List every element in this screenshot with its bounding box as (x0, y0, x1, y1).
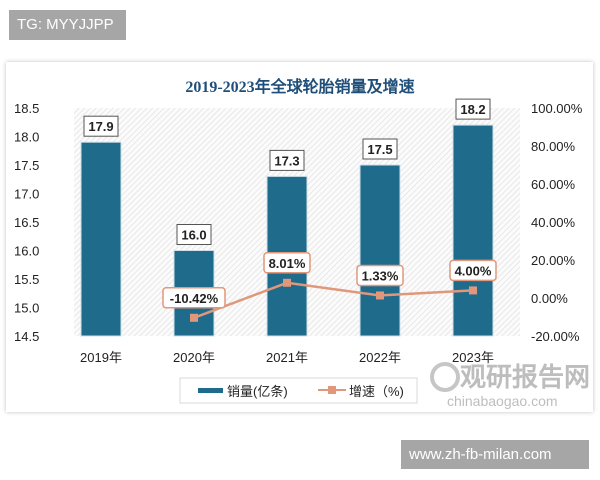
watermark-top: TG: MYYJJPP (9, 10, 126, 40)
watermark-bottom: www.zh-fb-milan.com (401, 440, 589, 469)
right-tick-label: 20.00% (531, 253, 576, 268)
left-tick-label: 17.0 (14, 187, 39, 202)
logo-watermark: 观研报告网 chinabaogao.com (430, 362, 590, 409)
legend-line-swatch (328, 386, 336, 394)
line-point (190, 313, 198, 322)
x-tick-label: 2021年 (266, 350, 308, 365)
legend-bar-swatch (198, 388, 223, 393)
right-tick-label: 60.00% (531, 177, 576, 192)
bar-label-box (455, 98, 491, 120)
left-tick-label: 14.5 (14, 329, 39, 344)
bar-data-label: 17.9 (88, 119, 113, 134)
logo-en: chinabaogao.com (447, 393, 558, 409)
bar (80, 141, 122, 337)
bar-label-box (176, 224, 212, 245)
legend-line-label: 增速（%) (349, 384, 404, 399)
right-tick-label: 80.00% (531, 139, 576, 154)
left-tick-label: 16.0 (14, 244, 39, 259)
left-tick-label: 17.5 (14, 158, 39, 173)
bar-label-box (83, 115, 119, 137)
x-tick-label: 2019年 (80, 350, 122, 365)
right-tick-label: 40.00% (531, 215, 576, 230)
bar (452, 124, 494, 337)
right-tick-label: 0.00% (531, 291, 568, 306)
x-tick-label: 2023年 (452, 350, 494, 365)
left-tick-label: 16.5 (14, 215, 39, 230)
line-label-box (449, 259, 497, 282)
line-data-label: 4.00% (455, 263, 492, 278)
legend: 销量(亿条) 增速（%) (179, 377, 418, 404)
line-data-label: 8.01% (269, 256, 306, 271)
logo-cn: 观研报告网 (460, 362, 590, 392)
left-tick-label: 15.5 (14, 272, 39, 287)
bar-data-label: 17.5 (367, 142, 392, 157)
line-point (469, 286, 477, 295)
growth-line (193, 281, 474, 319)
line-data-label: -10.42% (170, 291, 219, 306)
right-tick-label: 100.00% (531, 101, 583, 116)
bar-label-box (362, 138, 398, 160)
bar-label-box (269, 149, 305, 171)
left-tick-label: 15.0 (14, 301, 39, 316)
bar (359, 164, 401, 337)
line-data-label: 1.33% (362, 268, 399, 283)
line-label-box (263, 252, 311, 274)
line-label-box (356, 264, 404, 287)
line-label-box (162, 287, 226, 309)
legend-bar-label: 销量(亿条) (227, 384, 288, 399)
x-tick-label: 2022年 (359, 350, 401, 365)
line-point (283, 278, 291, 287)
line-point (376, 291, 384, 300)
right-tick-label: -20.00% (531, 329, 580, 344)
left-tick-label: 18.0 (14, 130, 39, 145)
left-tick-label: 18.5 (14, 101, 39, 116)
bar-data-label: 17.3 (274, 153, 299, 168)
chart-title: 2019-2023年全球轮胎销量及增速 (185, 77, 414, 96)
bar-data-label: 16.0 (181, 228, 206, 243)
bar-data-label: 18.2 (460, 102, 485, 117)
x-tick-label: 2020年 (173, 350, 215, 365)
